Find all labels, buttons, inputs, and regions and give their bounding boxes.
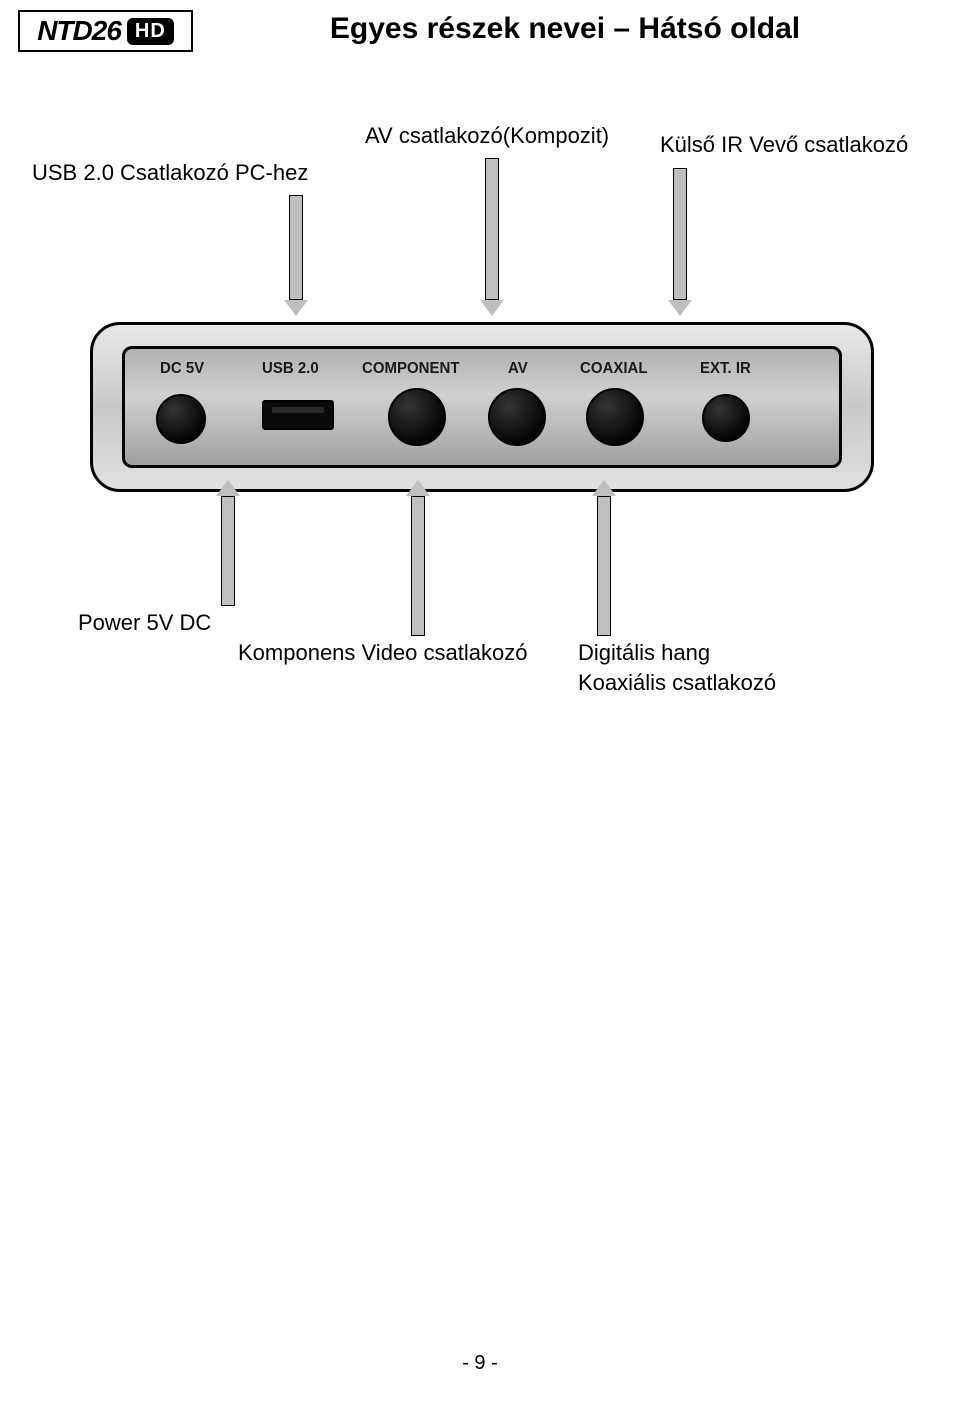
label-power: Power 5V DC	[78, 610, 278, 636]
device-port-label: DC 5V	[160, 360, 204, 378]
page-title: Egyes részek nevei – Hátsó oldal	[215, 12, 915, 46]
arrow-down-icon	[480, 158, 504, 316]
arrow-up-icon	[216, 480, 240, 606]
device-port-label: AV	[508, 360, 528, 378]
arrow-up-icon	[406, 480, 430, 636]
arrow-down-icon	[668, 168, 692, 316]
arrow-down-icon	[284, 195, 308, 316]
logo-text-right: HD	[127, 18, 174, 45]
device-port-jack	[156, 394, 206, 444]
device-port-label: USB 2.0	[262, 360, 319, 378]
product-logo: NTD26 HD	[18, 10, 193, 52]
label-av: AV csatlakozó(Kompozit)	[365, 123, 665, 149]
logo-text-left: NTD26	[37, 15, 121, 47]
label-ir: Külső IR Vevő csatlakozó	[660, 132, 960, 158]
device-port-jack	[586, 388, 644, 446]
device-port-label: EXT. IR	[700, 360, 751, 378]
device-port-label: COMPONENT	[362, 360, 460, 378]
label-component: Komponens Video csatlakozó	[238, 640, 578, 666]
label-digital-2: Koaxiális csatlakozó	[578, 670, 838, 696]
port-usb	[262, 400, 334, 430]
device-port-jack	[702, 394, 750, 442]
device-port-jack	[388, 388, 446, 446]
device-port-label: COAXIAL	[580, 360, 648, 378]
page-number: - 9 -	[0, 1352, 960, 1375]
arrow-up-icon	[592, 480, 616, 636]
label-usb: USB 2.0 Csatlakozó PC-hez	[32, 160, 332, 186]
device-port-jack	[488, 388, 546, 446]
label-digital-1: Digitális hang	[578, 640, 838, 666]
